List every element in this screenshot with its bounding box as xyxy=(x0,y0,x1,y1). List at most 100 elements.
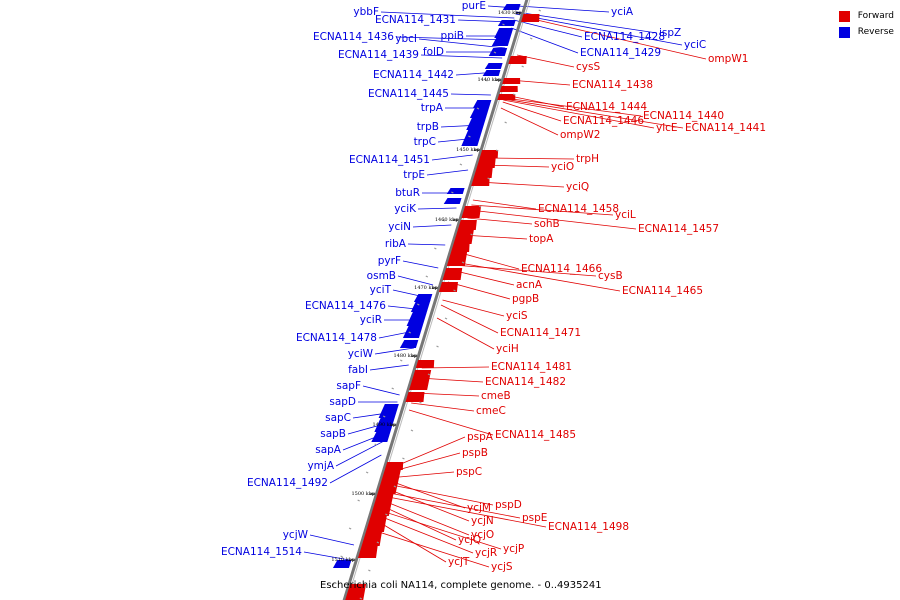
leader-ECNA114_1471 xyxy=(440,304,499,334)
minor-feature xyxy=(461,261,465,264)
gene-label-fabI: fabI xyxy=(348,364,368,376)
leader-ispZ xyxy=(516,11,658,34)
minor-feature xyxy=(468,135,471,138)
gene-feature xyxy=(466,118,486,130)
minor-feature xyxy=(365,471,369,474)
tick-label: 1450 kbp xyxy=(456,147,480,153)
leader-pgpB xyxy=(447,281,511,300)
leader-trpE xyxy=(426,169,469,176)
gene-label-ECNA114_1498: ECNA114_1498 xyxy=(548,521,629,533)
leader-ycjR xyxy=(376,514,474,554)
gene-features xyxy=(331,4,542,600)
gene-label-ompW1: ompW1 xyxy=(708,53,748,65)
leader-ECNA114_1514 xyxy=(303,551,350,561)
gene-label-ycjM: ycjM xyxy=(467,502,491,514)
gene-label-ispZ: ispZ xyxy=(659,27,681,39)
leader-yciA xyxy=(517,5,610,13)
minor-feature xyxy=(470,233,473,236)
gene-label-yciS: yciS xyxy=(506,310,528,322)
gene-label-pgpB: pgpB xyxy=(512,293,539,305)
minor-feature xyxy=(417,303,420,306)
minor-feature xyxy=(442,219,446,222)
legend-label-reverse: Reverse xyxy=(857,27,894,37)
gene-label-sapA: sapA xyxy=(315,444,342,456)
gene-label-trpA: trpA xyxy=(421,102,444,114)
leader-cmeC xyxy=(411,402,475,412)
gene-label-pspE: pspE xyxy=(522,512,547,524)
gene-feature xyxy=(446,188,465,194)
leader-pspE xyxy=(384,491,521,519)
leader-ycjS xyxy=(372,529,490,568)
gene-feature xyxy=(371,432,391,442)
gene-label-acnA: acnA xyxy=(516,279,543,291)
gene-label-yciC: yciC xyxy=(684,39,706,51)
leader-ECNA114_1458 xyxy=(472,199,537,210)
tick-label: 1440 kbp xyxy=(477,77,501,83)
leader-ompW2 xyxy=(500,107,559,136)
leader-yciK xyxy=(417,207,457,210)
gene-label-ECNA114_1465: ECNA114_1465 xyxy=(622,285,703,297)
gene-label-trpH: trpH xyxy=(576,153,599,165)
leader-pspA xyxy=(391,436,466,469)
minor-feature xyxy=(436,345,439,348)
minor-feature xyxy=(478,205,482,208)
leader-ECNA114_1465 xyxy=(453,261,621,292)
leader-yciC xyxy=(515,13,683,46)
gene-label-pyrF: pyrF xyxy=(378,255,401,267)
leader-ycjP xyxy=(378,509,502,550)
gene-feature xyxy=(357,546,378,558)
gene-feature xyxy=(476,158,496,168)
gene-feature xyxy=(442,268,463,280)
leader-ycjT xyxy=(375,519,447,563)
genome-backbone xyxy=(342,0,529,600)
gene-label-cmeB: cmeB xyxy=(481,390,511,402)
gene-label-ycjW: ycjW xyxy=(283,529,309,541)
gene-label-pspB: pspB xyxy=(462,447,488,459)
minor-feature xyxy=(402,457,405,460)
gene-label-cmeC: cmeC xyxy=(476,405,506,417)
gene-label-trpC: trpC xyxy=(414,136,436,148)
gene-label-ycjN: ycjN xyxy=(471,515,494,527)
gene-feature xyxy=(469,108,489,118)
leader-acnA xyxy=(451,269,515,286)
leader-sohB xyxy=(467,217,533,225)
gene-label-ybbF: ybbF xyxy=(353,6,379,18)
gene-feature xyxy=(484,63,503,69)
minor-feature xyxy=(368,569,371,572)
gene-label-ybcI: ybcI xyxy=(395,33,417,45)
leader-ybcI xyxy=(418,38,506,49)
leader-ECNA114_1457 xyxy=(469,209,637,230)
leader-ECNA114_1498 xyxy=(382,495,547,528)
leader-ECNA114_1466 xyxy=(456,251,520,270)
gene-feature xyxy=(461,206,482,218)
leader-fabI xyxy=(369,364,409,371)
genome-caption: Escherichia coli NA114, complete genome.… xyxy=(320,580,602,591)
tick-label: 1490 kbp xyxy=(372,422,396,428)
gene-feature xyxy=(494,28,514,38)
gene-feature xyxy=(453,230,474,244)
gene-label-osmB: osmB xyxy=(367,270,396,282)
minor-feature xyxy=(419,401,422,404)
leader-ECNA114_1482 xyxy=(418,377,484,383)
leader-yciN xyxy=(412,224,452,228)
gene-label-ycjO: ycjO xyxy=(471,529,494,541)
leader-yciS xyxy=(442,299,505,317)
minor-feature xyxy=(340,555,343,558)
gene-label-sapB: sapB xyxy=(320,428,346,440)
legend-label-forward: Forward xyxy=(857,11,894,21)
gene-label-yciK: yciK xyxy=(394,203,417,215)
gene-label-ECNA114_1439: ECNA114_1439 xyxy=(338,49,419,61)
minor-feature xyxy=(512,93,516,96)
gene-feature xyxy=(491,38,511,46)
gene-label-yciN: yciN xyxy=(388,221,411,233)
minor-feature xyxy=(382,415,386,418)
gene-label-ECNA114_1482: ECNA114_1482 xyxy=(485,376,566,388)
minor-feature xyxy=(476,107,480,110)
gene-label-yciO: yciO xyxy=(551,161,574,173)
gene-label-ECNA114_1446: ECNA114_1446 xyxy=(563,115,644,127)
leader-osmB xyxy=(397,275,434,286)
minor-feature xyxy=(348,527,352,530)
gene-label-ymjA: ymjA xyxy=(307,460,334,472)
gene-feature xyxy=(438,282,458,292)
